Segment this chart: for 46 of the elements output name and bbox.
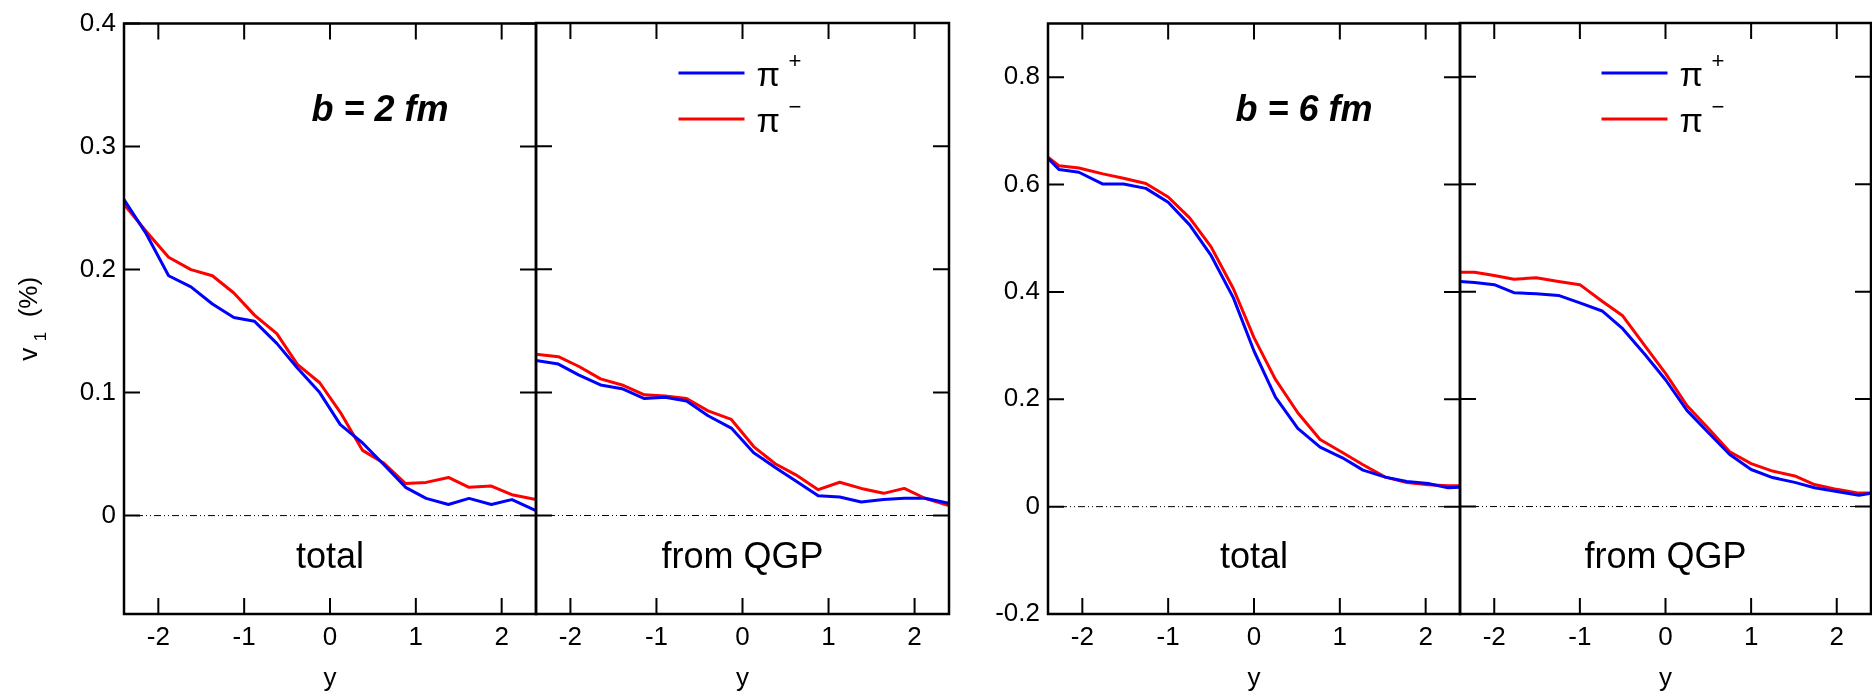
- x-tick-label: 0: [735, 620, 750, 651]
- x-tick-label: 2: [1829, 620, 1844, 651]
- x-axis-title: y: [736, 661, 749, 692]
- x-tick-label: 1: [1743, 620, 1759, 651]
- legend-label: π+: [1679, 47, 1725, 94]
- x-axis-title: y: [323, 661, 337, 692]
- y-tick-label: 0.4: [79, 6, 116, 37]
- y-tick-label: 0: [1025, 489, 1040, 520]
- x-tick-label: -2: [146, 620, 170, 651]
- x-tick-label: 1: [821, 620, 836, 651]
- legend-label: π+: [756, 47, 802, 94]
- x-tick-label: 1: [408, 620, 424, 651]
- x-tick-label: -2: [558, 620, 582, 651]
- x-tick-label: -1: [644, 620, 669, 651]
- y-tick-label: 0.1: [79, 375, 116, 406]
- x-tick-label: 0: [322, 620, 338, 651]
- y-tick-label: 0.3: [79, 129, 116, 160]
- x-tick-label: 2: [494, 620, 509, 651]
- x-tick-label: -2: [1070, 620, 1094, 651]
- y-tick-label: 0.8: [1003, 60, 1040, 91]
- x-tick-label: -2: [1482, 620, 1506, 651]
- x-tick-label: -1: [1156, 620, 1180, 651]
- y-tick-label: -0.2: [995, 597, 1040, 628]
- y-tick-label: 0.4: [1003, 275, 1040, 306]
- y-tick-label: 0.2: [1003, 382, 1040, 413]
- x-tick-label: -1: [1568, 620, 1592, 651]
- x-tick-label: 2: [1418, 620, 1433, 651]
- annotation: from QGP: [661, 534, 824, 576]
- x-axis-title: y: [1659, 661, 1672, 692]
- legend-label: π−: [756, 93, 802, 140]
- x-tick-label: 0: [1246, 620, 1262, 651]
- annotation: total: [295, 534, 365, 576]
- x-tick-label: 2: [907, 620, 922, 651]
- x-tick-label: -1: [232, 620, 256, 651]
- y-tick-label: 0.6: [1003, 167, 1040, 198]
- y-tick-label: 0: [101, 498, 116, 529]
- y-tick-label: 0.2: [79, 252, 116, 283]
- y-axis-title: v1 (%): [13, 276, 51, 361]
- text: b = 2 fm: [311, 87, 449, 129]
- x-tick-label: 1: [1332, 620, 1348, 651]
- x-tick-label: 0: [1658, 620, 1673, 651]
- x-axis-title: y: [1247, 661, 1261, 692]
- annotation: total: [1219, 534, 1289, 576]
- annotation: from QGP: [1584, 534, 1747, 576]
- legend-label: π−: [1679, 93, 1725, 140]
- text: b = 6 fm: [1235, 87, 1373, 129]
